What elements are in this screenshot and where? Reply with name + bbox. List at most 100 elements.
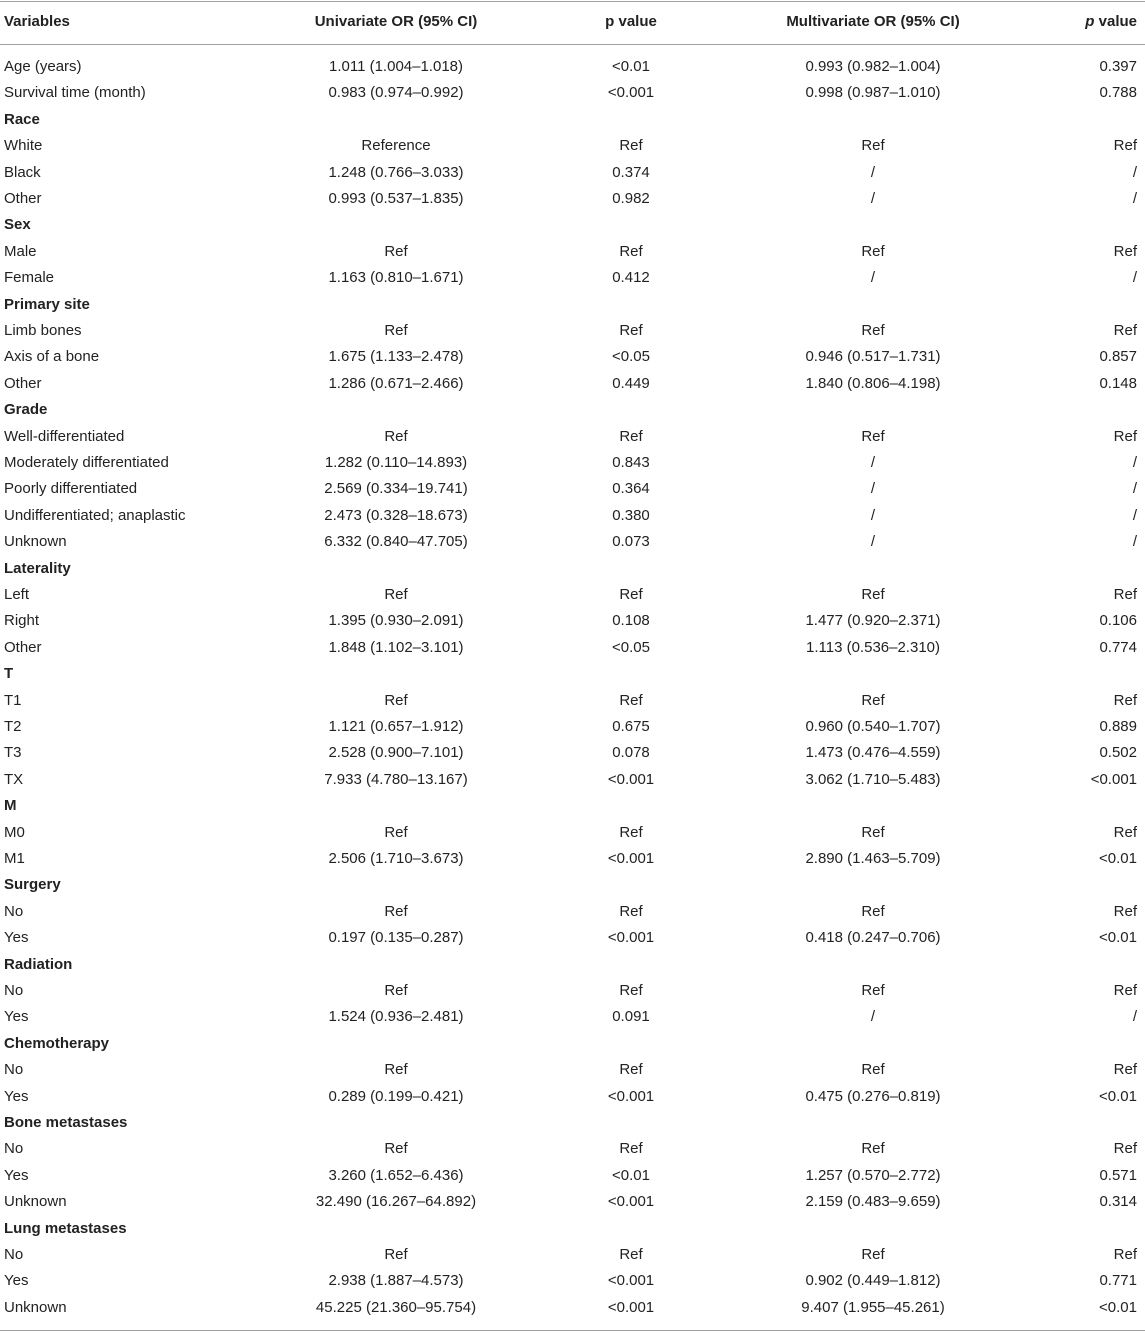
table-cell: / bbox=[870, 454, 876, 471]
table-cell: Right bbox=[4, 612, 40, 630]
table-cell: 0.843 bbox=[612, 454, 650, 471]
table-row: No Ref Ref Ref Ref bbox=[0, 1242, 1145, 1268]
table-row: T1 Ref Ref Ref Ref bbox=[0, 688, 1145, 714]
table-cell: 2.506 (1.710–3.673) bbox=[328, 850, 464, 867]
table-row: Axis of a bone 1.675 (1.133–2.478) <0.05 0.… bbox=[0, 344, 1145, 370]
table-row: No Ref Ref Ref Ref bbox=[0, 1136, 1145, 1162]
table-cell: 0.983 (0.974–0.992) bbox=[328, 84, 464, 102]
table-cell: 0.960 (0.540–1.707) bbox=[805, 718, 941, 735]
table-cell: 1.113 (0.536–2.310) bbox=[806, 638, 940, 656]
table-cell: / bbox=[870, 533, 876, 551]
table-cell: Ref bbox=[619, 691, 643, 709]
group-row: Surgery bbox=[0, 872, 1145, 898]
group-row: Lung metastases bbox=[0, 1216, 1145, 1242]
table-cell: Chemotherapy bbox=[4, 1034, 110, 1052]
table-cell: Laterality bbox=[4, 559, 71, 577]
table-cell: Ref bbox=[619, 823, 643, 841]
group-row: Primary site bbox=[0, 292, 1145, 318]
header-cell: p value bbox=[1085, 13, 1137, 30]
table-cell: <0.01 bbox=[1099, 850, 1137, 867]
bottom-rule bbox=[0, 1330, 1145, 1331]
table-cell: No bbox=[4, 1246, 24, 1263]
table-cell: Ref bbox=[1113, 586, 1137, 603]
table-cell: Left bbox=[4, 586, 30, 603]
table-cell: Ref bbox=[861, 691, 885, 709]
table-cell: Bone metastases bbox=[4, 1114, 128, 1131]
group-row: Grade bbox=[0, 397, 1145, 423]
table-cell: 2.890 (1.463–5.709) bbox=[805, 850, 941, 867]
table-cell: 0.108 bbox=[612, 612, 650, 630]
table-row: T3 2.528 (0.900–7.101) 0.078 1.473 (0.476–4… bbox=[0, 740, 1145, 766]
table-cell: / bbox=[870, 480, 876, 498]
table-row: Yes 0.197 (0.135–0.287) <0.001 0.418 (0.247… bbox=[0, 925, 1145, 951]
group-row: Sex bbox=[0, 212, 1145, 238]
table-row: M1 2.506 (1.710–3.673) <0.001 2.890 (1.463–… bbox=[0, 846, 1145, 872]
table-cell: 0.449 bbox=[612, 374, 650, 392]
table-cell: Sex bbox=[4, 216, 31, 234]
table-cell: 6.332 (0.840–47.705) bbox=[324, 533, 468, 551]
table-cell: 0.197 (0.135–0.287) bbox=[328, 929, 464, 947]
table-cell: Unknown bbox=[4, 533, 67, 551]
table-cell: 1.163 (0.810–1.671) bbox=[328, 269, 464, 287]
table-cell: Race bbox=[4, 110, 40, 128]
table-cell: 1.286 (0.671–2.466) bbox=[328, 374, 464, 392]
table-cell: Ref bbox=[384, 823, 408, 841]
table-cell: 0.374 bbox=[612, 163, 650, 181]
table-row: Yes 2.938 (1.887–4.573) <0.001 0.902 (0.449… bbox=[0, 1268, 1145, 1294]
group-row: Chemotherapy bbox=[0, 1031, 1145, 1057]
table-cell: Ref bbox=[384, 691, 408, 709]
table-cell: Other bbox=[4, 190, 42, 207]
table-cell: No bbox=[4, 1140, 24, 1158]
table-cell: 0.412 bbox=[612, 269, 650, 287]
header-row: Variables Univariate OR (95% CI) p value Mu… bbox=[0, 0, 1145, 44]
table-cell: Yes bbox=[4, 1008, 29, 1026]
table-cell: / bbox=[1132, 269, 1137, 287]
table-cell: Ref bbox=[1113, 902, 1137, 920]
table-cell: Lung metastases bbox=[4, 1219, 127, 1237]
table-row: Left Ref Ref Ref Ref bbox=[0, 582, 1145, 608]
table-cell: 0.106 bbox=[1099, 612, 1137, 630]
table-cell: Yes bbox=[4, 929, 29, 947]
table-cell: 0.857 bbox=[1099, 348, 1137, 366]
table-cell: Female bbox=[4, 269, 55, 287]
table-cell: <0.01 bbox=[1099, 1087, 1137, 1105]
table-cell: Survival time (month) bbox=[4, 84, 146, 102]
table-cell: Grade bbox=[4, 401, 48, 419]
table-cell: Ref bbox=[861, 1246, 885, 1263]
table-cell: Ref bbox=[384, 322, 408, 339]
table-cell: Male bbox=[4, 242, 37, 260]
table-cell: Ref bbox=[1113, 137, 1137, 155]
table-cell: <0.01 bbox=[612, 1166, 650, 1184]
group-row: M bbox=[0, 793, 1145, 819]
table-cell: 0.998 (0.987–1.010) bbox=[805, 84, 941, 102]
table-cell: 1.011 (1.004–1.018) bbox=[329, 58, 463, 75]
table-cell: Reference bbox=[361, 137, 431, 155]
table-row: Female 1.163 (0.810–1.671) 0.412 / / bbox=[0, 265, 1145, 291]
table-row: M0 Ref Ref Ref Ref bbox=[0, 820, 1145, 846]
header-rule bbox=[0, 44, 1145, 45]
table-row: Other 1.286 (0.671–2.466) 0.449 1.840 (0.80… bbox=[0, 371, 1145, 397]
group-row: T bbox=[0, 661, 1145, 687]
table-cell: 0.289 (0.199–0.421) bbox=[328, 1087, 464, 1105]
table-row: White Reference Ref Ref Ref bbox=[0, 133, 1145, 159]
table-cell: T3 bbox=[4, 744, 22, 762]
header-cell: Univariate OR (95% CI) bbox=[314, 13, 478, 30]
table-cell: <0.001 bbox=[1090, 770, 1137, 788]
table-cell: Moderately differentiated bbox=[4, 454, 169, 471]
table-cell: T2 bbox=[4, 718, 22, 735]
table-row: No Ref Ref Ref Ref bbox=[0, 1057, 1145, 1083]
table-cell: Ref bbox=[1113, 427, 1137, 445]
table-cell: Ref bbox=[861, 902, 885, 920]
table-cell: 0.946 (0.517–1.731) bbox=[805, 348, 941, 366]
table-cell: 7.933 (4.780–13.167) bbox=[324, 770, 468, 788]
table-cell: No bbox=[4, 902, 24, 920]
table-cell: Primary site bbox=[4, 295, 90, 313]
header-cell: p value bbox=[605, 13, 657, 30]
table-cell: Ref bbox=[384, 242, 408, 260]
table-cell: 0.902 (0.449–1.812) bbox=[805, 1272, 941, 1290]
table-cell: Ref bbox=[1113, 823, 1137, 841]
table-row: TX 7.933 (4.780–13.167) <0.001 3.062 (1.710… bbox=[0, 767, 1145, 793]
top-rule bbox=[0, 1, 1145, 2]
table-cell: Ref bbox=[384, 1246, 408, 1263]
table-cell: Ref bbox=[384, 982, 408, 999]
